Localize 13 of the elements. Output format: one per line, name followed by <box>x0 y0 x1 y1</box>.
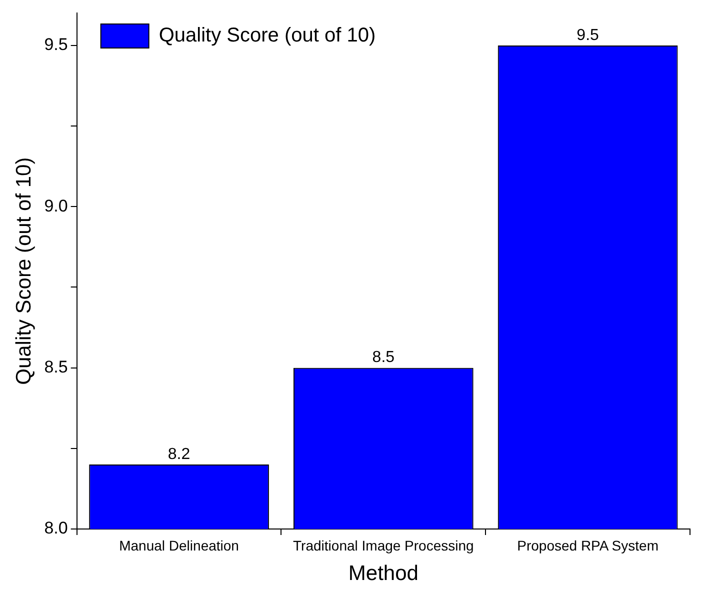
data-label: 8.2 <box>168 446 190 463</box>
y-tick-label: 8.5 <box>44 358 68 376</box>
y-tick-label: 8.0 <box>44 518 68 538</box>
x-tick-label: Proposed RPA System <box>517 537 658 554</box>
x-tick-label: Traditional Image Processing <box>293 537 474 554</box>
y-tick-label: 9.5 <box>44 35 68 54</box>
data-label: 8.5 <box>372 349 395 366</box>
legend-label: Quality Score (out of 10) <box>158 24 376 47</box>
x-axis-title: Method <box>348 562 418 586</box>
y-tick-label: 9.0 <box>44 196 68 216</box>
data-label: 9.5 <box>576 26 600 44</box>
x-tick-label: Manual Delineation <box>119 537 239 554</box>
y-axis-title: Quality Score (out of 10) <box>12 157 36 385</box>
